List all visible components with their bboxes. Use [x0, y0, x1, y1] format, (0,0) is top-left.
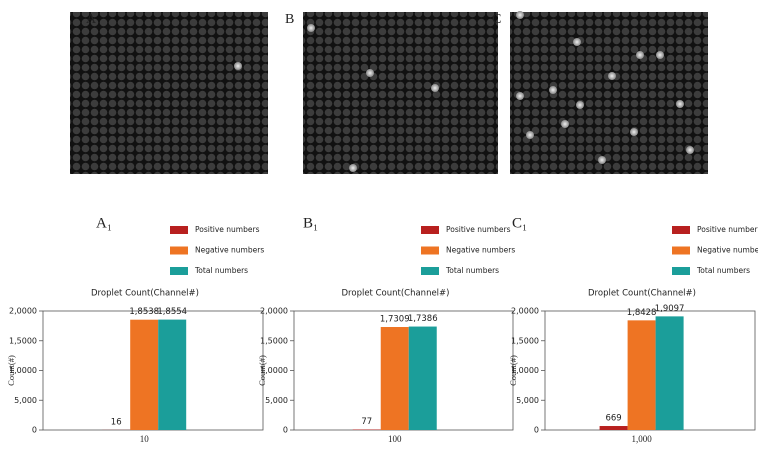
image-label: A — [86, 12, 97, 27]
value-label: 1,8538 — [129, 307, 159, 317]
x-tick-label: 10 — [140, 434, 150, 444]
legend-label: Positive numbers — [697, 225, 758, 234]
y-tick-label: 1,5000 — [511, 336, 539, 345]
legend-label: Positive numbers — [195, 225, 260, 234]
image-c — [510, 11, 708, 174]
y-tick-label: 0 — [534, 426, 539, 435]
legend-swatch — [421, 267, 439, 275]
legend-swatch — [170, 246, 188, 255]
panel-label: A₁ — [96, 215, 112, 231]
legend-swatch — [421, 246, 439, 255]
legend-label: Negative numbers — [446, 246, 515, 255]
bar — [130, 319, 159, 430]
value-label: 669 — [605, 414, 621, 424]
legend-label: Positive numbers — [446, 225, 511, 234]
y-tick-label: 1,5000 — [260, 336, 288, 345]
legend-label: Negative numbers — [697, 246, 758, 255]
y-tick-label: 5,000 — [265, 396, 288, 405]
legend-swatch — [672, 267, 690, 275]
value-label: 1,8428 — [627, 308, 657, 318]
y-tick-label: 1,5000 — [9, 336, 37, 345]
y-tick-label: 1,0000 — [9, 366, 37, 375]
bar — [380, 327, 409, 430]
value-label: 1,8554 — [157, 307, 187, 317]
y-tick-label: 0 — [32, 426, 37, 435]
legend-swatch — [421, 226, 439, 234]
legend-label: Total numbers — [445, 266, 499, 275]
image-label: B — [285, 12, 294, 27]
y-tick-label: 1,0000 — [260, 366, 288, 375]
image-b — [303, 12, 498, 174]
bar — [599, 426, 628, 430]
y-axis-label: Count(#) — [508, 355, 518, 386]
chart-title: Droplet Count(Channel#) — [91, 289, 199, 299]
y-axis-label: Count(#) — [257, 355, 267, 386]
legend-label: Total numbers — [194, 266, 248, 275]
bar — [655, 316, 684, 430]
value-label: 1,7309 — [380, 315, 410, 325]
legend-swatch — [170, 226, 188, 234]
value-label: 1,7386 — [408, 314, 438, 324]
bar — [408, 326, 437, 430]
value-label: 77 — [361, 417, 372, 427]
panel-label: B₁ — [303, 215, 318, 231]
bar — [158, 319, 187, 430]
y-axis-label: Count(#) — [6, 355, 16, 386]
value-label: 1,9097 — [655, 304, 685, 314]
y-tick-label: 2,0000 — [511, 307, 539, 316]
y-tick-label: 5,000 — [516, 396, 539, 405]
bar — [627, 320, 656, 430]
legend-swatch — [672, 226, 690, 234]
image-label: C — [492, 12, 501, 27]
legend-label: Total numbers — [696, 266, 750, 275]
y-tick-label: 1,0000 — [511, 366, 539, 375]
chart-title: Droplet Count(Channel#) — [342, 289, 450, 299]
panel-label: C₁ — [512, 215, 527, 231]
x-tick-label: 100 — [388, 434, 402, 444]
y-tick-label: 5,000 — [14, 396, 37, 405]
y-tick-label: 0 — [283, 426, 288, 435]
x-tick-label: 1,000 — [631, 434, 652, 444]
chart-title: Droplet Count(Channel#) — [588, 289, 696, 299]
legend-label: Negative numbers — [195, 246, 264, 255]
image-a — [70, 12, 268, 174]
y-tick-label: 2,0000 — [260, 307, 288, 316]
y-tick-label: 2,0000 — [9, 307, 37, 316]
legend-swatch — [170, 267, 188, 275]
value-label: 16 — [111, 417, 122, 427]
legend-swatch — [672, 246, 690, 255]
